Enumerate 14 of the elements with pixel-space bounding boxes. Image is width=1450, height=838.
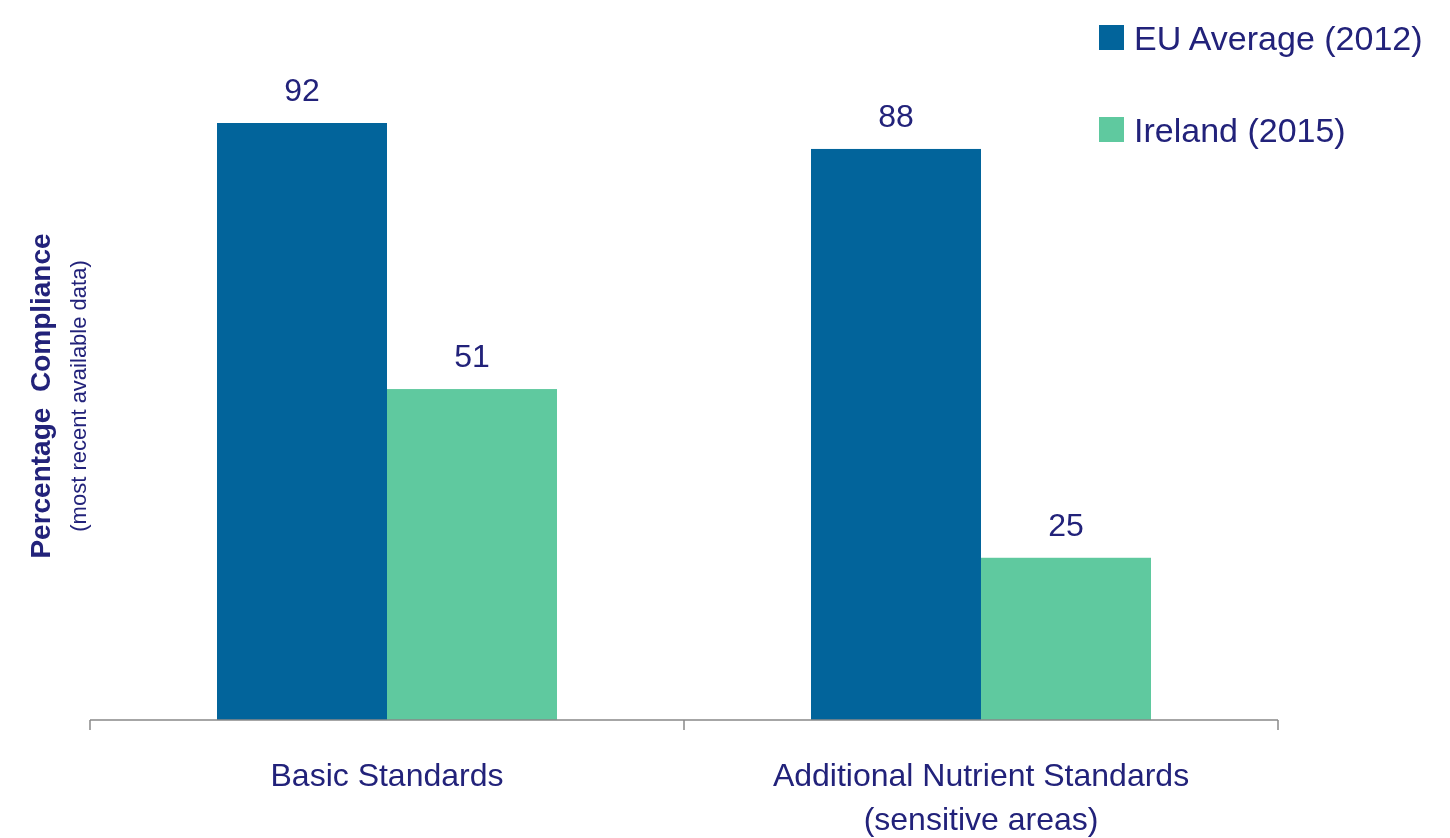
- bar: [387, 389, 557, 720]
- data-label: 25: [1048, 506, 1084, 543]
- y-axis-title: Percentage Compliance: [25, 233, 56, 559]
- data-label: 88: [878, 97, 914, 134]
- legend-label: EU Average (2012): [1134, 19, 1423, 57]
- bar: [981, 557, 1151, 720]
- annotation: (most recent available data): [66, 260, 91, 532]
- x-tick-label: Basic Standards: [270, 757, 504, 793]
- bar: [811, 148, 981, 720]
- legend-label: Ireland (2015): [1134, 111, 1346, 149]
- bar: [217, 123, 387, 720]
- data-label: 51: [454, 338, 490, 375]
- data-label: 92: [284, 72, 320, 108]
- x-tick-label: Additional Nutrient Standards (sensitive areas): [772, 757, 1190, 837]
